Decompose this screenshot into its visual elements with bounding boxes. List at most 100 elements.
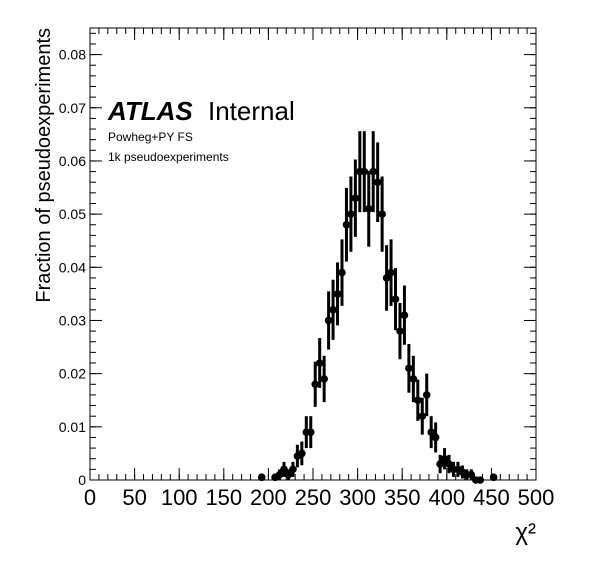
data-point — [311, 361, 320, 407]
marker — [382, 274, 391, 282]
marker — [351, 194, 360, 202]
internal-label: Internal — [208, 96, 295, 126]
data-point — [378, 176, 386, 252]
data-point — [445, 454, 453, 474]
x-tick-label: 50 — [122, 485, 146, 510]
data-point — [391, 268, 400, 331]
marker — [405, 364, 413, 373]
marker — [298, 449, 306, 458]
marker — [400, 311, 409, 319]
data-point — [418, 397, 427, 435]
y-tick-label: 0 — [78, 472, 86, 488]
marker — [436, 460, 444, 468]
marker — [324, 316, 333, 325]
data-point — [396, 302, 404, 360]
legend-line-count: 1k pseudoexperiments — [108, 150, 229, 164]
marker — [338, 268, 346, 277]
data-point — [298, 441, 306, 466]
marker — [418, 412, 427, 420]
marker — [289, 465, 297, 474]
data-point — [347, 176, 355, 252]
x-tick-label: 500 — [518, 485, 555, 510]
y-tick-label: 0.03 — [59, 312, 86, 328]
marker — [369, 167, 378, 176]
data-point — [342, 187, 351, 262]
marker — [329, 306, 337, 314]
marker — [284, 470, 293, 479]
x-tick-label: 450 — [473, 485, 510, 510]
marker — [275, 470, 284, 479]
marker — [396, 327, 404, 335]
data-point — [436, 454, 444, 474]
data-point — [414, 379, 422, 421]
x-axis: 0 50 100 150 200 250 300 350 400 450 500 — [84, 28, 554, 510]
y-tick-label: 0.01 — [59, 419, 86, 435]
data-point — [333, 262, 342, 326]
data-point — [476, 476, 485, 484]
data-series — [257, 131, 498, 484]
data-point — [373, 142, 382, 223]
y-tick-label: 0.04 — [59, 259, 86, 275]
marker — [311, 380, 320, 389]
marker — [445, 460, 453, 468]
data-point — [489, 473, 498, 482]
marker — [320, 375, 328, 383]
data-point — [467, 469, 476, 480]
data-point — [315, 338, 324, 388]
marker — [387, 268, 395, 277]
y-axis: 0 0.01 0.02 0.03 0.04 0.05 0.06 0.07 0.08 — [59, 32, 536, 488]
x-axis-title: χ² — [515, 519, 536, 546]
data-point — [280, 461, 288, 477]
marker — [476, 476, 485, 484]
marker — [347, 210, 355, 218]
data-point — [427, 416, 435, 449]
data-point — [320, 355, 328, 403]
marker — [280, 465, 288, 474]
marker — [391, 295, 400, 304]
data-point — [284, 469, 293, 480]
data-point — [324, 291, 333, 350]
data-point — [431, 422, 440, 453]
data-point — [289, 461, 297, 477]
x-tick-label: 100 — [161, 485, 198, 510]
marker — [489, 473, 498, 482]
y-tick-label: 0.05 — [59, 206, 86, 222]
atlas-label: ATLAS — [107, 96, 193, 126]
marker — [440, 454, 449, 463]
x-tick-label: 400 — [428, 485, 465, 510]
marker — [306, 428, 315, 436]
data-point — [405, 343, 413, 393]
y-tick-label: 0.02 — [59, 366, 86, 382]
x-tick-label: 350 — [384, 485, 421, 510]
marker — [360, 167, 369, 176]
x-tick-label: 0 — [84, 485, 96, 510]
marker — [467, 470, 476, 479]
legend-line-generator: Powheg+PY FS — [108, 130, 193, 144]
y-tick-label: 0.07 — [59, 100, 86, 116]
marker — [427, 428, 435, 436]
y-axis-title: Fraction of pseudoexperiments — [33, 28, 55, 303]
marker — [378, 210, 386, 218]
marker — [414, 396, 422, 405]
marker — [257, 473, 266, 482]
marker — [364, 205, 373, 213]
x-tick-label: 200 — [250, 485, 287, 510]
data-point — [275, 469, 284, 480]
marker — [315, 359, 324, 367]
data-point — [400, 285, 409, 345]
data-point — [364, 170, 373, 247]
data-point — [440, 448, 449, 470]
data-point — [360, 131, 369, 213]
marker — [373, 178, 382, 187]
data-point — [369, 131, 378, 213]
marker — [431, 433, 440, 442]
data-point — [422, 373, 431, 417]
data-point — [387, 239, 395, 306]
marker — [409, 375, 418, 383]
data-point — [409, 355, 418, 403]
data-point — [351, 159, 360, 237]
data-point — [382, 245, 391, 311]
marker — [422, 391, 431, 399]
data-point — [338, 239, 346, 306]
